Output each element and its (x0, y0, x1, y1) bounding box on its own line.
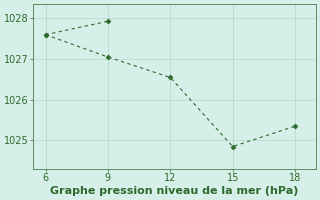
X-axis label: Graphe pression niveau de la mer (hPa): Graphe pression niveau de la mer (hPa) (50, 186, 299, 196)
